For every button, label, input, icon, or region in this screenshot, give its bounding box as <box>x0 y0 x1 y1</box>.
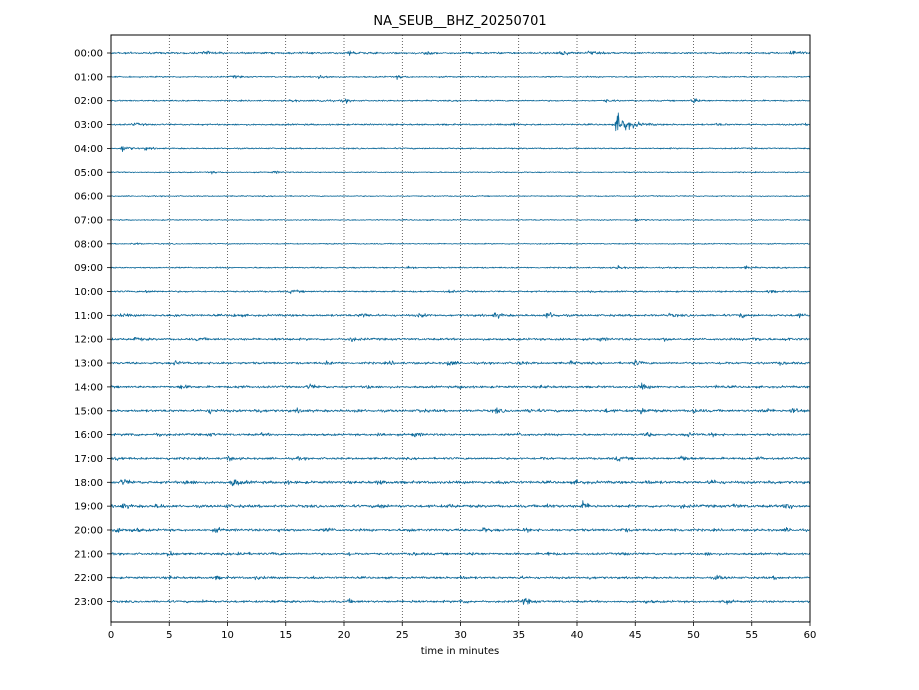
x-tick-label: 10 <box>221 630 234 641</box>
hour-tick-labels: 00:00 01:00 02:00 03:00 04:00 05:00 06:00 07:00… <box>74 49 111 608</box>
x-tick-label: 5 <box>166 630 172 641</box>
hour-label: 01:00 <box>74 72 103 83</box>
x-tick-label: 20 <box>338 630 351 641</box>
trace-0700 <box>110 218 811 222</box>
hour-label: 14:00 <box>74 382 103 393</box>
hour-label: 03:00 <box>74 120 103 131</box>
hour-label: 04:00 <box>74 144 103 155</box>
x-tick-label: 35 <box>512 630 525 641</box>
trace-1800 <box>110 478 811 487</box>
trace-1400 <box>110 382 811 390</box>
trace-0900 <box>110 264 811 270</box>
trace-1000 <box>110 289 811 295</box>
hour-label: 18:00 <box>74 478 103 489</box>
hour-label: 02:00 <box>74 96 103 107</box>
x-tick-label: 45 <box>629 630 642 641</box>
x-tick-label: 0 <box>108 630 114 641</box>
trace-0400 <box>110 146 811 153</box>
hour-label: 21:00 <box>74 549 103 560</box>
trace-0300 <box>110 112 811 132</box>
hour-label: 15:00 <box>74 406 103 417</box>
trace-2300 <box>110 597 811 605</box>
trace-0100 <box>110 74 811 80</box>
x-tick-label: 55 <box>745 630 758 641</box>
x-axis-label: time in minutes <box>421 646 500 657</box>
hour-label: 22:00 <box>74 573 103 584</box>
hour-label: 19:00 <box>74 502 103 513</box>
trace-2100 <box>110 550 811 557</box>
hour-label: 10:00 <box>74 287 103 298</box>
hour-label: 00:00 <box>74 49 103 60</box>
hour-label: 20:00 <box>74 526 103 537</box>
trace-0500 <box>110 170 811 175</box>
trace-2200 <box>110 574 811 581</box>
hour-label: 05:00 <box>74 168 103 179</box>
trace-0600 <box>110 195 811 198</box>
trace-0200 <box>110 98 811 104</box>
trace-0800 <box>110 242 811 245</box>
hour-label: 13:00 <box>74 359 103 370</box>
trace-1300 <box>110 359 811 366</box>
x-tick-label: 15 <box>279 630 292 641</box>
x-tick-label: 60 <box>804 630 817 641</box>
grid-lines <box>168 35 753 622</box>
hour-label: 12:00 <box>74 335 103 346</box>
x-tick-label: 25 <box>396 630 409 641</box>
hour-label: 17:00 <box>74 454 103 465</box>
trace-1700 <box>110 455 811 462</box>
hour-label: 06:00 <box>74 192 103 203</box>
x-tick-label: 50 <box>687 630 700 641</box>
hour-label: 16:00 <box>74 430 103 441</box>
hour-label: 11:00 <box>74 311 103 322</box>
trace-1200 <box>110 336 811 343</box>
x-tick-label: 30 <box>454 630 467 641</box>
trace-0000 <box>110 50 811 56</box>
x-tick-label: 40 <box>571 630 584 641</box>
hour-label: 23:00 <box>74 597 103 608</box>
hour-label: 07:00 <box>74 215 103 226</box>
trace-1900 <box>110 500 811 510</box>
trace-2000 <box>110 526 810 534</box>
trace-1500 <box>110 407 811 415</box>
trace-1600 <box>110 432 811 438</box>
minute-tick-labels: 0 5 10 15 20 25 30 35 40 45 50 55 60 <box>108 622 817 641</box>
hour-label: 08:00 <box>74 239 103 250</box>
seismic-traces <box>110 50 811 605</box>
hour-label: 09:00 <box>74 263 103 274</box>
trace-1100 <box>110 312 811 319</box>
chart-title: NA_SEUB__BHZ_20250701 <box>373 14 546 29</box>
